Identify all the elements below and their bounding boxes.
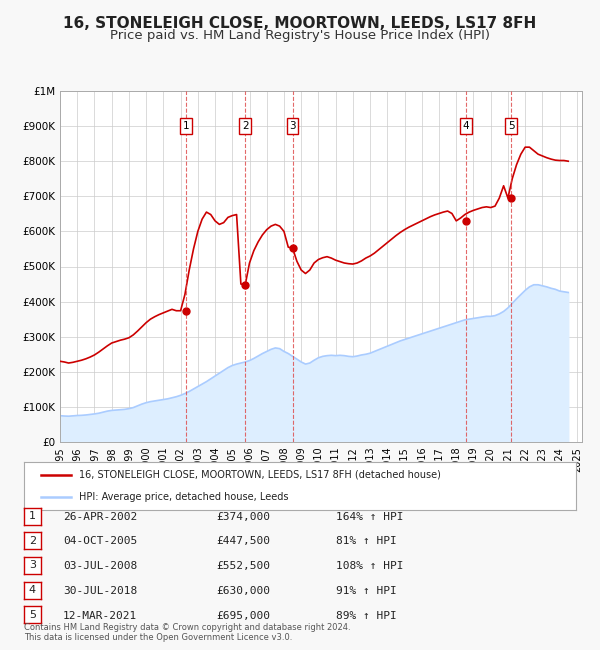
Text: 5: 5: [508, 121, 515, 131]
Text: 164% ↑ HPI: 164% ↑ HPI: [336, 512, 404, 522]
Text: 3: 3: [289, 121, 296, 131]
Text: £630,000: £630,000: [216, 586, 270, 596]
Text: £374,000: £374,000: [216, 512, 270, 522]
Text: 4: 4: [463, 121, 470, 131]
Text: 108% ↑ HPI: 108% ↑ HPI: [336, 561, 404, 571]
Text: £552,500: £552,500: [216, 561, 270, 571]
Text: 03-JUL-2008: 03-JUL-2008: [63, 561, 137, 571]
Text: 81% ↑ HPI: 81% ↑ HPI: [336, 536, 397, 547]
Text: 1: 1: [183, 121, 190, 131]
Text: 91% ↑ HPI: 91% ↑ HPI: [336, 586, 397, 596]
Text: 1: 1: [29, 511, 36, 521]
Text: 26-APR-2002: 26-APR-2002: [63, 512, 137, 522]
Text: 89% ↑ HPI: 89% ↑ HPI: [336, 610, 397, 621]
Text: 30-JUL-2018: 30-JUL-2018: [63, 586, 137, 596]
Text: Price paid vs. HM Land Registry's House Price Index (HPI): Price paid vs. HM Land Registry's House …: [110, 29, 490, 42]
Text: 16, STONELEIGH CLOSE, MOORTOWN, LEEDS, LS17 8FH (detached house): 16, STONELEIGH CLOSE, MOORTOWN, LEEDS, L…: [79, 470, 441, 480]
Text: 12-MAR-2021: 12-MAR-2021: [63, 610, 137, 621]
Text: 2: 2: [242, 121, 248, 131]
Text: 04-OCT-2005: 04-OCT-2005: [63, 536, 137, 547]
Text: 2: 2: [29, 536, 36, 546]
Text: £695,000: £695,000: [216, 610, 270, 621]
Text: £447,500: £447,500: [216, 536, 270, 547]
Text: 16, STONELEIGH CLOSE, MOORTOWN, LEEDS, LS17 8FH: 16, STONELEIGH CLOSE, MOORTOWN, LEEDS, L…: [64, 16, 536, 31]
Text: 4: 4: [29, 585, 36, 595]
Text: 3: 3: [29, 560, 36, 571]
Text: HPI: Average price, detached house, Leeds: HPI: Average price, detached house, Leed…: [79, 492, 289, 502]
Text: Contains HM Land Registry data © Crown copyright and database right 2024.
This d: Contains HM Land Registry data © Crown c…: [24, 623, 350, 642]
Text: 5: 5: [29, 610, 36, 620]
